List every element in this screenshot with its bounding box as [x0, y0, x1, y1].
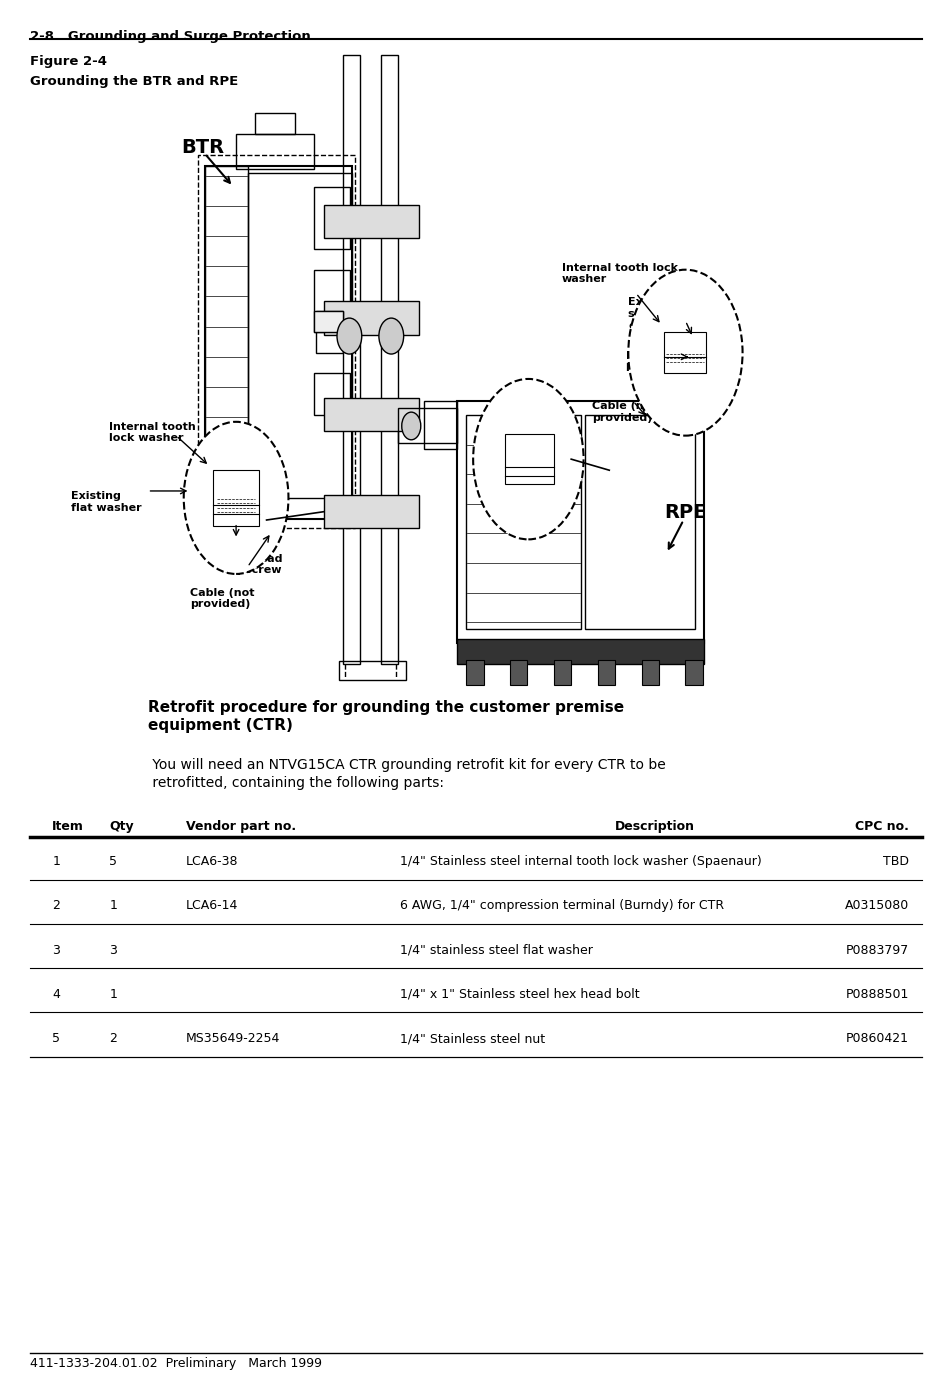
Text: 5: 5 [109, 855, 117, 869]
Text: RPE: RPE [664, 503, 707, 523]
Bar [664, 332, 706, 373]
Text: 2: 2 [52, 899, 60, 913]
Circle shape [473, 379, 584, 539]
Bar [339, 661, 406, 680]
Bar [505, 434, 554, 484]
Bar [248, 173, 352, 498]
Bar [457, 401, 704, 643]
Circle shape [628, 270, 743, 436]
Text: You will need an NTVG15CA CTR grounding retrofit kit for every CTR to be
 retrof: You will need an NTVG15CA CTR grounding … [148, 758, 665, 790]
Text: BTR: BTR [181, 138, 224, 158]
Bar [198, 155, 355, 528]
Text: 1/4" stainless steel flat washer: 1/4" stainless steel flat washer [400, 943, 593, 957]
Bar [324, 301, 419, 335]
Bar [466, 660, 484, 685]
Bar [466, 415, 581, 629]
Text: 2: 2 [109, 1032, 117, 1046]
Bar [314, 373, 350, 415]
Bar [316, 311, 343, 353]
Text: Qty: Qty [109, 820, 134, 833]
Text: 411-1333-204.01.02  Preliminary   March 1999: 411-1333-204.01.02 Preliminary March 199… [30, 1357, 323, 1369]
Text: Description: Description [614, 820, 695, 833]
Text: P0883797: P0883797 [846, 943, 909, 957]
Text: 1/4" Stainless steel nut: 1/4" Stainless steel nut [400, 1032, 545, 1046]
Bar [314, 270, 350, 332]
Text: Figure 2-4: Figure 2-4 [30, 55, 108, 68]
Circle shape [402, 412, 421, 440]
Bar [554, 660, 571, 685]
Text: LCA6-38: LCA6-38 [186, 855, 238, 869]
Text: Internal tooth
lock washer: Internal tooth lock washer [109, 422, 196, 444]
Text: P0888501: P0888501 [845, 987, 909, 1001]
Text: 6 AWG, 1/4" compression terminal (Burndy) for CTR: 6 AWG, 1/4" compression terminal (Burndy… [400, 899, 724, 913]
Bar [598, 660, 615, 685]
Bar [324, 205, 419, 238]
Bar [585, 415, 695, 629]
Text: Retrofit procedure for grounding the customer premise
equipment (CTR): Retrofit procedure for grounding the cus… [148, 700, 624, 733]
Bar [324, 398, 419, 431]
Circle shape [379, 318, 404, 354]
Text: A0315080: A0315080 [845, 899, 909, 913]
Bar [343, 55, 360, 664]
Bar [685, 660, 703, 685]
Text: Existing
socket head
capscrew: Existing socket head capscrew [628, 297, 704, 331]
Text: LCA6-14: LCA6-14 [186, 899, 238, 913]
Bar [314, 311, 343, 332]
Text: 3: 3 [109, 943, 117, 957]
Bar [324, 495, 419, 528]
Text: Item: Item [52, 820, 84, 833]
Circle shape [337, 318, 362, 354]
Bar [642, 660, 659, 685]
Bar [236, 134, 314, 169]
Bar [381, 55, 398, 664]
Text: 5: 5 [52, 1032, 60, 1046]
Text: 1/4" x 1" Stainless steel hex head bolt: 1/4" x 1" Stainless steel hex head bolt [400, 987, 640, 1001]
Bar [398, 408, 457, 443]
Text: 1: 1 [109, 899, 117, 913]
Text: TBD: TBD [883, 855, 909, 869]
Text: 3: 3 [52, 943, 60, 957]
Bar [205, 166, 352, 519]
Text: Existing
Hex head
capscrew: Existing Hex head capscrew [224, 542, 282, 575]
Text: P0860421: P0860421 [846, 1032, 909, 1046]
Bar [457, 639, 704, 664]
Text: CPC no.: CPC no. [855, 820, 909, 833]
Bar [314, 187, 350, 249]
Text: 1: 1 [52, 855, 60, 869]
Text: Grounding the BTR and RPE: Grounding the BTR and RPE [30, 75, 239, 87]
Text: Existing
flat washer: Existing flat washer [71, 491, 142, 513]
Text: 1: 1 [109, 987, 117, 1001]
Bar [205, 166, 248, 519]
Text: Vendor part no.: Vendor part no. [186, 820, 296, 833]
Bar [424, 401, 457, 449]
Text: 1/4" Stainless steel internal tooth lock washer (Spaenaur): 1/4" Stainless steel internal tooth lock… [400, 855, 762, 869]
Bar [213, 470, 259, 526]
Circle shape [184, 422, 288, 574]
Text: Existing split
lock washer: Existing split lock washer [626, 351, 707, 373]
Text: Internal tooth lock
washer: Internal tooth lock washer [562, 263, 678, 285]
Text: Cable (not
provided): Cable (not provided) [592, 401, 657, 423]
Text: 4: 4 [52, 987, 60, 1001]
Text: MS35649-2254: MS35649-2254 [186, 1032, 280, 1046]
Bar [510, 660, 527, 685]
Text: Cable (not
provided): Cable (not provided) [190, 588, 255, 610]
Bar [255, 113, 295, 134]
Text: 2-8   Grounding and Surge Protection: 2-8 Grounding and Surge Protection [30, 30, 311, 43]
